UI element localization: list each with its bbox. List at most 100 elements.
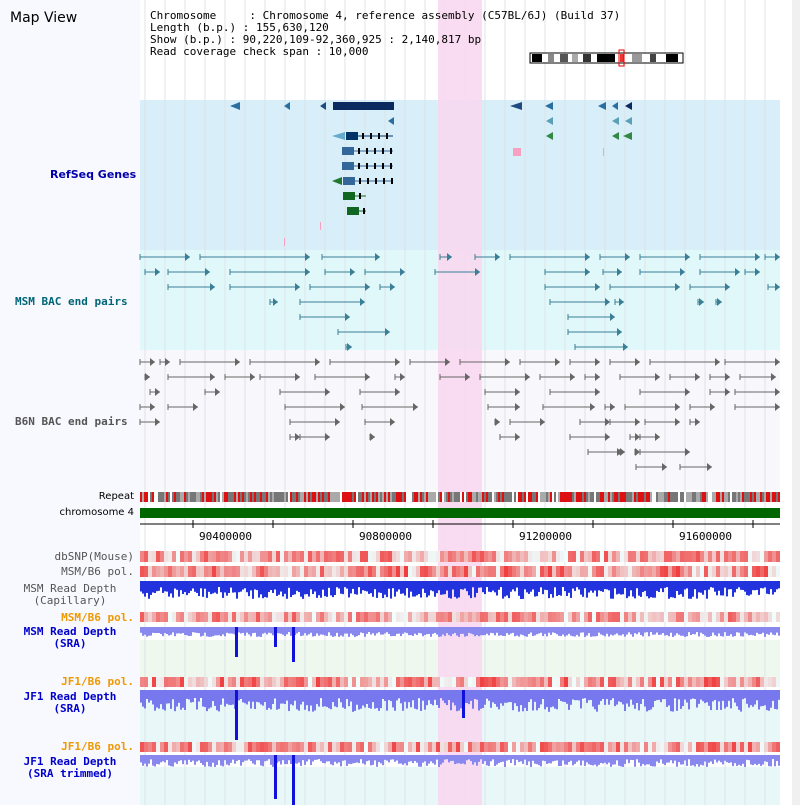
depth-bar — [506, 627, 508, 634]
track-label-chromosome[interactable]: chromosome 4 — [59, 507, 134, 518]
track-label-jf1-b6-pol-2[interactable]: JF1/B6 pol. — [61, 740, 134, 753]
depth-bar — [210, 690, 212, 708]
polymorphism-cell — [760, 742, 764, 752]
depth-bar — [452, 581, 454, 590]
depth-bar — [348, 581, 350, 598]
track-label-b6n-bac[interactable]: B6N BAC end pairs — [15, 415, 128, 428]
depth-bar — [578, 627, 580, 637]
polymorphism-cell — [160, 551, 164, 562]
depth-bar — [778, 755, 780, 766]
gene-exon — [375, 178, 377, 184]
polymorphism-cell — [716, 677, 720, 687]
polymorphism-cell — [216, 551, 220, 562]
bac-end-arrow — [555, 358, 560, 366]
depth-bar — [318, 581, 320, 596]
depth-bar — [476, 627, 478, 636]
track-label-msm-depth-capillary[interactable]: MSM Read Depth (Capillary) — [0, 583, 140, 607]
track-label-msm-b6-pol[interactable]: MSM/B6 pol. — [61, 565, 134, 578]
polymorphism-cell — [236, 551, 240, 562]
depth-bar — [598, 690, 600, 705]
repeat-segment — [640, 492, 642, 502]
polymorphism-cell — [404, 551, 408, 562]
polymorphism-cell — [772, 551, 776, 562]
depth-bar — [182, 627, 184, 634]
label-line: MSM Read Depth — [23, 625, 117, 638]
track-label-repeat[interactable]: Repeat — [98, 491, 134, 502]
polymorphism-cell — [196, 612, 200, 622]
depth-bar — [180, 627, 182, 634]
polymorphism-cell — [384, 551, 388, 562]
depth-spike — [235, 627, 238, 657]
bac-end-arrow — [775, 358, 780, 366]
polymorphism-cell — [712, 742, 716, 752]
polymorphism-cell — [172, 566, 176, 577]
depth-bar — [436, 690, 438, 705]
depth-bar — [266, 690, 268, 710]
polymorphism-cell — [288, 742, 292, 752]
depth-bar — [154, 581, 156, 593]
depth-bar — [168, 581, 170, 597]
track-label-jf1-depth-sra[interactable]: JF1 Read Depth (SRA) — [0, 691, 140, 715]
depth-bar — [460, 690, 462, 709]
depth-bar — [774, 627, 776, 636]
depth-bar — [352, 690, 354, 712]
depth-bar — [338, 690, 340, 699]
polymorphism-cell — [364, 551, 368, 562]
track-label-msm-bac[interactable]: MSM BAC end pairs — [15, 295, 128, 308]
depth-bar — [370, 690, 372, 709]
depth-bar — [402, 627, 404, 634]
repeat-segment — [392, 492, 394, 502]
track-label-dbsnp[interactable]: dbSNP(Mouse) — [54, 550, 134, 563]
depth-bar — [770, 690, 772, 708]
depth-bar — [300, 690, 302, 705]
track-label-msm-depth-sra[interactable]: MSM Read Depth (SRA) — [0, 626, 140, 650]
depth-bar — [700, 755, 702, 765]
polymorphism-cell — [220, 566, 224, 577]
depth-bar — [504, 755, 506, 767]
depth-bar — [310, 627, 312, 633]
repeat-segment — [326, 492, 328, 502]
bac-end-arrow — [595, 388, 600, 396]
polymorphism-cell — [652, 612, 656, 622]
depth-bar — [694, 627, 696, 635]
depth-bar — [320, 627, 322, 635]
repeat-segment — [184, 492, 186, 502]
depth-bar — [646, 581, 648, 597]
depth-bar — [408, 627, 410, 636]
depth-bar — [596, 581, 598, 597]
polymorphism-cell — [484, 742, 488, 752]
depth-bar — [674, 581, 676, 599]
depth-bar — [312, 627, 314, 637]
polymorphism-cell — [256, 566, 260, 577]
depth-bar — [336, 690, 338, 708]
depth-bar — [606, 690, 608, 700]
depth-bar — [506, 581, 508, 596]
polymorphism-cell — [324, 742, 328, 752]
polymorphism-cell — [748, 566, 752, 577]
depth-bar — [280, 690, 282, 704]
depth-bar — [596, 627, 598, 637]
polymorphism-cell — [404, 742, 408, 752]
depth-bar — [512, 627, 514, 633]
track-label-jf1-depth-trimmed[interactable]: JF1 Read Depth (SRA trimmed) — [0, 756, 140, 780]
repeat-segment — [152, 492, 154, 502]
depth-bar — [152, 755, 154, 766]
repeat-segment — [436, 492, 438, 502]
depth-bar — [522, 755, 524, 764]
depth-bar — [486, 627, 488, 634]
depth-bar — [490, 690, 492, 708]
track-label-jf1-b6-pol[interactable]: JF1/B6 pol. — [61, 675, 134, 688]
track-label-msm-b6-pol-2[interactable]: MSM/B6 pol. — [61, 611, 134, 624]
polymorphism-cell — [528, 742, 532, 752]
track-label-refseq[interactable]: RefSeq Genes — [50, 168, 137, 181]
depth-bar — [480, 755, 482, 760]
bac-end-arrow — [655, 373, 660, 381]
polymorphism-cell — [476, 742, 480, 752]
polymorphism-cell — [192, 551, 196, 562]
polymorphism-cell — [188, 612, 192, 622]
polymorphism-cell — [276, 566, 280, 577]
polymorphism-cell — [352, 566, 356, 577]
bac-end-arrow — [735, 268, 740, 276]
polymorphism-cell — [272, 566, 276, 577]
